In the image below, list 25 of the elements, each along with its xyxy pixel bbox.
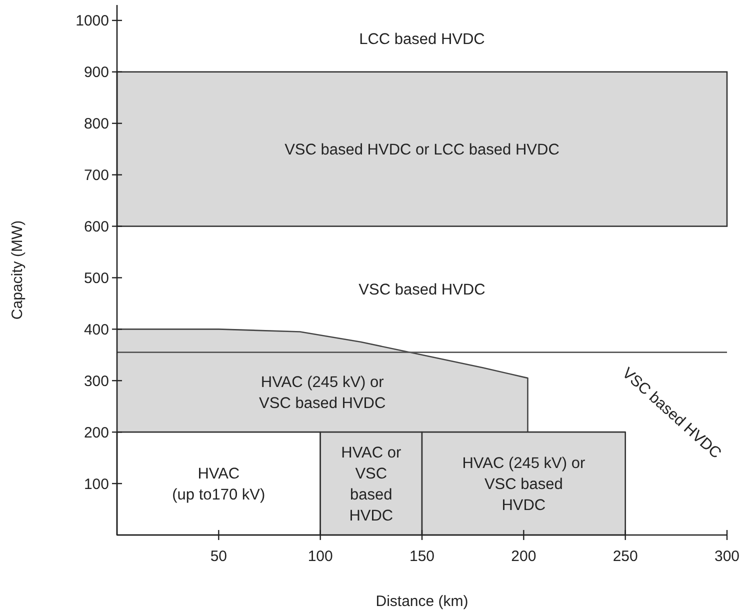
y-tick-label: 800: [84, 116, 109, 133]
annotation: LCC based HVDC: [359, 30, 485, 48]
x-tick-label: 150: [409, 548, 435, 565]
x-tick-label: 50: [210, 548, 228, 565]
x-tick-label: 250: [612, 548, 638, 565]
y-axis-title: Capacity (MW): [9, 220, 26, 320]
x-axis-title: Distance (km): [376, 593, 468, 610]
y-tick-label: 500: [84, 270, 109, 287]
y-tick-label: 400: [84, 321, 109, 338]
x-tick-label: 200: [511, 548, 536, 565]
y-tick-label: 300: [84, 372, 109, 390]
y-tick-label: 100: [84, 476, 109, 493]
annotation: HVAC or VSC based HVDC: [341, 444, 402, 524]
y-tick-label: 900: [84, 64, 109, 82]
y-tick-label: 600: [84, 218, 109, 236]
x-tick-label: 300: [714, 548, 740, 565]
annotation: VSC based HVDC or LCC based HVDC: [284, 142, 560, 159]
y-tick-label: 1000: [76, 12, 109, 30]
x-tick-label: 100: [308, 548, 333, 565]
y-tick-label: 700: [84, 167, 109, 184]
annotation: VSC based HVDC: [358, 282, 486, 299]
annotation: HVAC (245 kV) or VSC based HVDC: [259, 374, 386, 412]
annotation: HVAC (245 kV) or VSC based HVDC: [462, 454, 586, 514]
y-tick-label: 200: [84, 424, 109, 442]
annotation: HVAC (up to170 kV): [172, 465, 266, 504]
